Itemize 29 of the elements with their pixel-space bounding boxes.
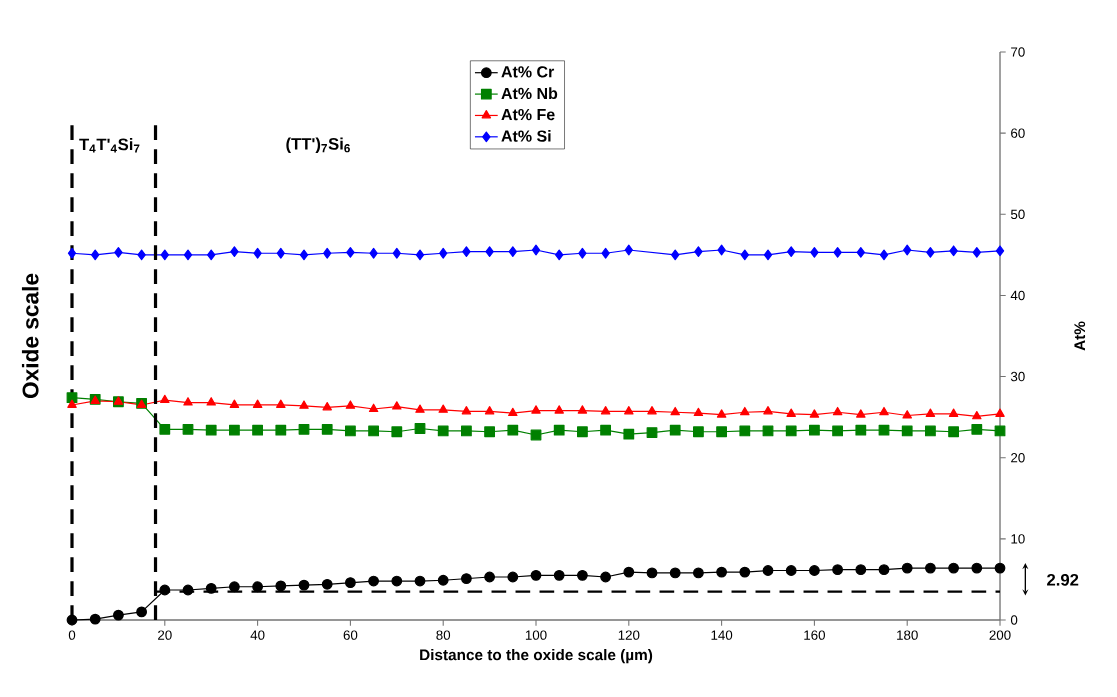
x-tick-label: 60	[343, 630, 358, 640]
x-tick-label: 0	[68, 630, 76, 640]
text: Oxide scale	[21, 273, 39, 399]
legend-label: At% Fe	[501, 108, 555, 121]
legend-label: At% Si	[501, 130, 551, 142]
y-axis-title: At%	[1074, 321, 1086, 351]
y-tick-label: 0	[1010, 615, 1018, 625]
y-tick-label: 30	[1010, 371, 1025, 382]
x-tick-label: 20	[158, 630, 172, 640]
annotation: T$_{4}$T'$_{4}$Si$_{7}$	[79, 138, 140, 153]
x-tick-label: 120	[618, 630, 640, 640]
x-tick-label: 140	[711, 630, 733, 640]
y-tick-label: 40	[1010, 290, 1025, 301]
y-tick-label: 20	[1011, 453, 1025, 463]
y-tick-label: 10	[1011, 534, 1025, 544]
legend-label: At% Cr	[501, 66, 555, 78]
x-tick-label: 160	[804, 630, 826, 640]
x-tick-label: 40	[250, 630, 265, 640]
x-axis-title: Distance to the oxide scale (µm)	[420, 649, 653, 664]
y-tick-label: 60	[1011, 128, 1025, 138]
x-tick-label: 180	[897, 630, 918, 640]
x-tick-label: 200	[989, 630, 1011, 640]
x-tick-label: 100	[525, 630, 547, 640]
y-tick-label: 70	[1011, 47, 1025, 57]
annotation: (TT')$_{7}$Si$_{6}$	[286, 137, 350, 154]
text: 2.92	[1047, 573, 1079, 586]
y-tick-label: 50	[1010, 209, 1025, 219]
legend-label: At% Nb	[501, 87, 558, 100]
x-tick-label: 80	[436, 630, 451, 640]
